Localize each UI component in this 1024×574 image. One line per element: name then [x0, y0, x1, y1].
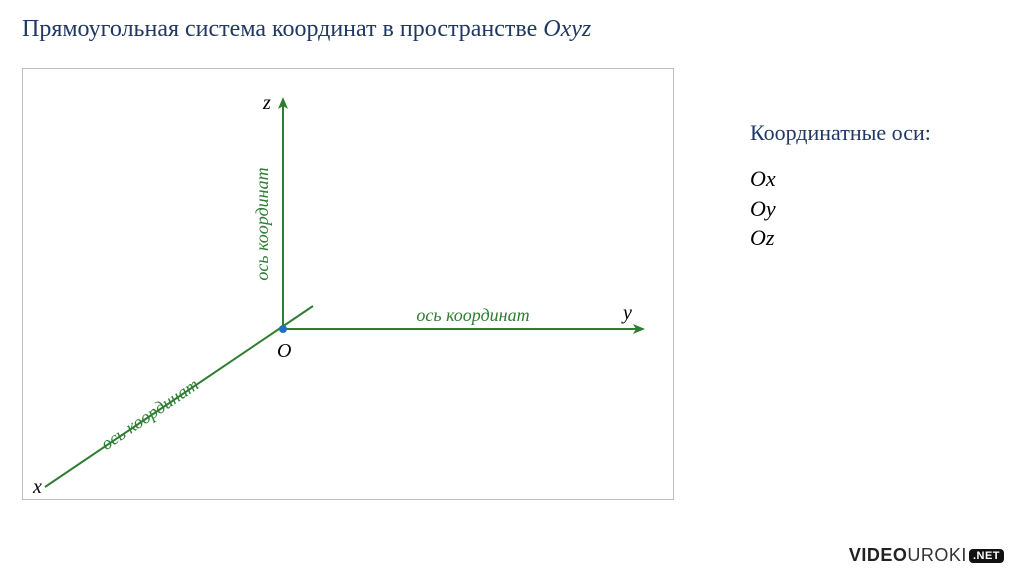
- z-axis-name: ось координат: [252, 167, 272, 280]
- x-axis-label: x: [32, 476, 42, 498]
- title-text: Прямоугольная система координат в простр…: [22, 16, 543, 42]
- z-axis-label: z: [262, 92, 271, 114]
- page-title: Прямоугольная система координат в простр…: [22, 16, 591, 43]
- x-axis-name: ось координат: [97, 374, 202, 454]
- axes-list: Ox Oy Oz: [750, 164, 1000, 253]
- watermark: VIDEOUROKI.NET: [849, 545, 1004, 566]
- title-math: Oxyz: [543, 16, 591, 42]
- axis-item: Oy: [750, 194, 1000, 224]
- watermark-brand-strong: VIDEO: [849, 545, 908, 565]
- watermark-brand-rest: UROKI: [907, 545, 967, 565]
- watermark-badge: .NET: [969, 549, 1004, 563]
- diagram-container: O z y x ось координат ось координат ось …: [22, 68, 674, 500]
- axis-item: Oz: [750, 223, 1000, 253]
- y-axis-label: y: [621, 302, 632, 324]
- y-axis-name: ось координат: [416, 305, 529, 325]
- coordinate-diagram: O z y x ось координат ось координат ось …: [23, 69, 673, 499]
- origin-label: O: [277, 340, 291, 362]
- axis-item: Ox: [750, 164, 1000, 194]
- sidebar-title: Координатные оси:: [750, 120, 1000, 146]
- origin-point: [279, 325, 287, 333]
- sidebar: Координатные оси: Ox Oy Oz: [750, 120, 1000, 253]
